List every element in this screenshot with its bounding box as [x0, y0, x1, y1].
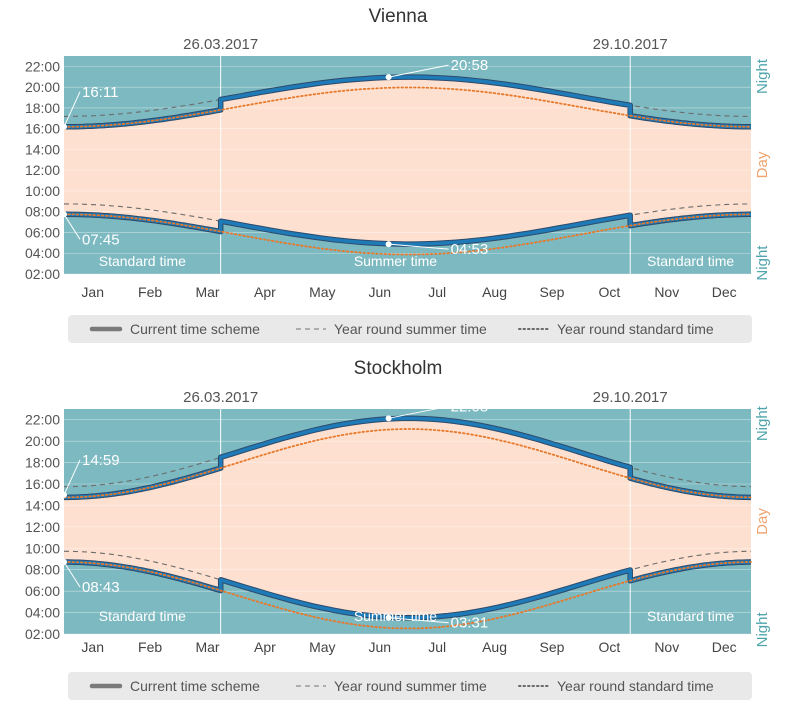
x-tick-label: Dec: [712, 284, 737, 300]
series-year-round-standard-sunset: [63, 428, 752, 499]
y-tick-label: 04:00: [25, 605, 60, 621]
y-tick-label: 02:00: [25, 266, 60, 282]
annotation-label: 08:43: [82, 579, 120, 596]
x-tick-label: May: [309, 639, 335, 655]
legend: Current time scheme Year round summer tim…: [68, 315, 752, 343]
period-label: Standard time: [647, 608, 734, 624]
annotation-label: 04:53: [451, 241, 489, 258]
annotation-label: 07:45: [82, 231, 120, 248]
series-year-round-standard-sunset: [63, 86, 752, 128]
y-tick-label: 06:00: [25, 583, 60, 599]
x-tick-label: Sep: [540, 639, 565, 655]
chart-title: Stockholm: [354, 358, 443, 379]
annotation-label: 20:58: [451, 57, 489, 74]
annotation-leader: [388, 617, 449, 624]
series-year-round-standard-sunrise: [63, 213, 752, 256]
transition-date-label: 29.10.2017: [593, 389, 668, 406]
y-tick-label: 10:00: [25, 540, 60, 556]
annotation-leader: [63, 561, 81, 588]
chart-panel-vienna: Vienna 26.03.2017 29.10.2017 02:00 04:00 06:0…: [25, 6, 771, 343]
chart-panel-stockholm: Stockholm 26.03.2017 29.10.2017 02:00 04:00 0…: [25, 358, 771, 700]
x-tick-label: Apr: [254, 639, 276, 655]
transition-date-label: 29.10.2017: [593, 36, 668, 53]
x-tick-label: Sep: [540, 284, 565, 300]
y-tick-label: 22:00: [25, 58, 60, 74]
legend-label: Year round standard time: [557, 678, 714, 694]
legend-label: Current time scheme: [130, 321, 260, 337]
y-tick-label: 08:00: [25, 204, 60, 220]
transition-date-label: 26.03.2017: [183, 389, 258, 406]
y-tick-label: 14:00: [25, 497, 60, 513]
y-tick-label: 06:00: [25, 224, 60, 240]
side-label-night: Night: [754, 58, 771, 94]
legend-label: Year round summer time: [334, 678, 487, 694]
x-tick-label: Jul: [428, 284, 446, 300]
x-tick-label: Mar: [195, 639, 219, 655]
x-tick-label: Dec: [712, 639, 737, 655]
legend: Current time scheme Year round summer tim…: [68, 672, 752, 700]
x-tick-label: May: [309, 284, 335, 300]
annotation-label: 16:11: [82, 84, 118, 101]
y-tick-label: 04:00: [25, 245, 60, 261]
transition-date-label: 26.03.2017: [183, 36, 258, 53]
y-tick-label: 18:00: [25, 455, 60, 471]
x-tick-label: Nov: [654, 284, 679, 300]
y-tick-label: 14:00: [25, 141, 60, 157]
x-tick-label: Jan: [81, 639, 104, 655]
x-tick-label: Jul: [428, 639, 446, 655]
day-area: [64, 418, 751, 618]
side-label-night: Night: [754, 405, 771, 441]
y-tick-label: 12:00: [25, 162, 60, 178]
x-tick-label: Oct: [598, 639, 620, 655]
y-tick-label: 10:00: [25, 183, 60, 199]
period-label: Standard time: [99, 253, 186, 269]
x-tick-label: Mar: [195, 284, 219, 300]
annotation-label: 14:59: [82, 452, 120, 469]
annotation-leader: [63, 459, 81, 496]
y-tick-label: 18:00: [25, 100, 60, 116]
chart-title: Vienna: [369, 6, 428, 27]
period-label: Standard time: [99, 608, 186, 624]
legend-label: Year round standard time: [557, 321, 714, 337]
y-tick-label: 16:00: [25, 121, 60, 137]
legend-label: Year round summer time: [334, 321, 487, 337]
x-tick-label: Jan: [81, 284, 104, 300]
y-tick-label: 16:00: [25, 476, 60, 492]
side-label-night: Night: [754, 612, 771, 648]
x-tick-label: Aug: [482, 639, 507, 655]
x-tick-label: Jun: [368, 284, 391, 300]
annotation-label: 22:08: [451, 398, 489, 415]
side-label-day: Day: [754, 508, 771, 535]
y-tick-label: 20:00: [25, 433, 60, 449]
annotation-leader: [388, 243, 449, 250]
period-label: Summer time: [354, 253, 437, 269]
x-tick-label: Feb: [138, 284, 162, 300]
x-tick-label: Feb: [138, 639, 162, 655]
x-tick-label: Apr: [254, 284, 276, 300]
annotation-leader: [388, 64, 449, 78]
y-tick-label: 22:00: [25, 412, 60, 428]
y-tick-label: 12:00: [25, 519, 60, 535]
period-label: Standard time: [647, 253, 734, 269]
day-area: [64, 77, 751, 245]
annotation-leader: [388, 405, 449, 419]
legend-box: [68, 315, 752, 343]
x-tick-label: Nov: [654, 639, 679, 655]
x-tick-label: Aug: [482, 284, 507, 300]
annotation-label: 03:31: [451, 615, 489, 632]
side-label-day: Day: [754, 151, 771, 178]
legend-box: [68, 672, 752, 700]
y-tick-label: 02:00: [25, 626, 60, 642]
y-tick-label: 08:00: [25, 562, 60, 578]
annotation-leader: [63, 91, 81, 128]
annotation-leader: [63, 214, 81, 240]
period-label: Summer time: [354, 608, 437, 624]
y-tick-label: 20:00: [25, 79, 60, 95]
x-tick-label: Oct: [598, 284, 620, 300]
x-tick-label: Jun: [368, 639, 391, 655]
side-label-night: Night: [754, 245, 771, 281]
legend-label: Current time scheme: [130, 678, 260, 694]
